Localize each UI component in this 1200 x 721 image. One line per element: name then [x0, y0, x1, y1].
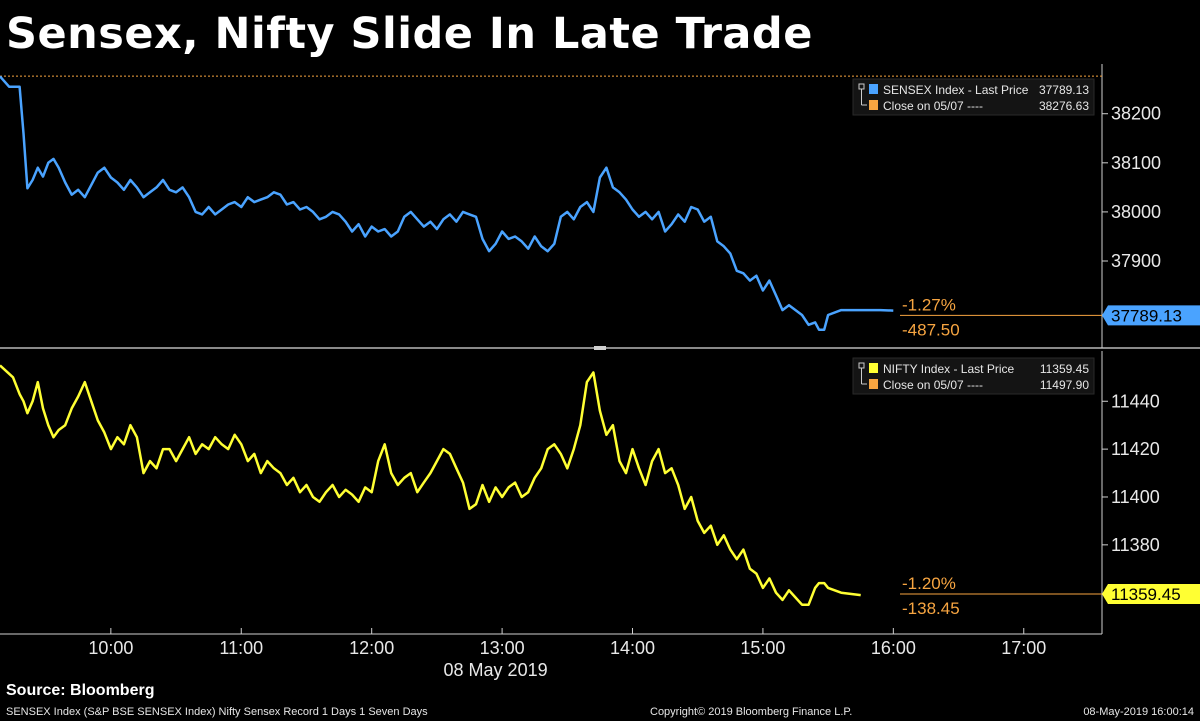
x-tick-label: 10:00: [88, 638, 133, 658]
x-tick-label: 16:00: [871, 638, 916, 658]
footer-description: SENSEX Index (S&P BSE SENSEX Index) Nift…: [6, 706, 428, 718]
y-tick-label: 11380: [1111, 535, 1160, 555]
x-date-label: 08 May 2019: [444, 660, 548, 680]
series-line-nifty: [0, 364, 861, 606]
change-pct-label: -1.27%: [902, 295, 956, 314]
legend-label: SENSEX Index - Last Price: [883, 83, 1029, 97]
last-price-tag-label: 11359.45: [1111, 585, 1181, 604]
legend-box: [852, 357, 1095, 395]
panel-nifty: 11380 11400 11420 11440 11359.45 -1.20% -138.4…: [0, 357, 1200, 618]
y-tick-label: 37900: [1111, 251, 1161, 271]
last-price-tag-bg: [1102, 584, 1200, 605]
legend-nifty: NIFTY Index - Last Price 11359.45 Close on…: [852, 357, 1095, 395]
legend-value: 38276.63: [1039, 99, 1089, 113]
legend-swatch: [869, 379, 878, 389]
y-tick-label: 38000: [1111, 202, 1161, 222]
x-tick-label: 17:00: [1001, 638, 1046, 658]
legend-box: [852, 78, 1095, 116]
legend-label: Close on 05/07 ----: [883, 99, 983, 113]
last-price-tag-label: 37789.13: [1111, 306, 1182, 325]
last-price-tag: 37789.13: [1102, 305, 1200, 326]
legend-value: 11359.45: [1040, 362, 1089, 376]
legend-label: Close on 05/07 ----: [883, 378, 983, 392]
y-tick-label: 11420: [1111, 439, 1160, 459]
y-tick-label: 38200: [1111, 104, 1161, 124]
legend-value: 37789.13: [1039, 83, 1089, 97]
footer-timestamp: 08-May-2019 16:00:14: [1083, 706, 1194, 718]
legend-swatch: [869, 84, 878, 94]
series-line-sensex: [0, 75, 894, 331]
chart-area: 37900 38000 38100 38200 37789.13 -1.27% -487.5…: [0, 64, 1200, 680]
x-tick-label: 13:00: [480, 638, 525, 658]
panel-sensex: 37900 38000 38100 38200 37789.13 -1.27% -487.5…: [0, 75, 1200, 339]
change-pct-label: -1.20%: [902, 574, 956, 593]
x-tick-label: 14:00: [610, 638, 655, 658]
legend-sensex: SENSEX Index - Last Price 37789.13 Close o…: [852, 78, 1095, 116]
x-tick-label: 15:00: [740, 638, 785, 658]
y-tick-label: 11440: [1111, 391, 1160, 411]
change-abs-label: -487.50: [902, 320, 960, 339]
y-tick-label: 11400: [1111, 487, 1160, 507]
chart-title: Sensex, Nifty Slide In Late Trade: [6, 9, 813, 59]
legend-label: NIFTY Index - Last Price: [883, 362, 1014, 376]
y-tick-label: 38100: [1111, 153, 1161, 173]
x-tick-label: 12:00: [349, 638, 394, 658]
legend-swatch: [869, 363, 878, 373]
source-label: Source: Bloomberg: [6, 682, 155, 699]
last-price-tag-bg: [1102, 305, 1200, 326]
last-price-tag: 11359.45: [1102, 584, 1200, 605]
divider-handle: [594, 346, 606, 350]
legend-value: 11497.90: [1040, 378, 1089, 392]
x-tick-label: 11:00: [219, 638, 263, 658]
footer-copyright: Copyright© 2019 Bloomberg Finance L.P.: [650, 706, 853, 718]
legend-swatch: [869, 100, 878, 110]
change-abs-label: -138.45: [902, 599, 960, 618]
